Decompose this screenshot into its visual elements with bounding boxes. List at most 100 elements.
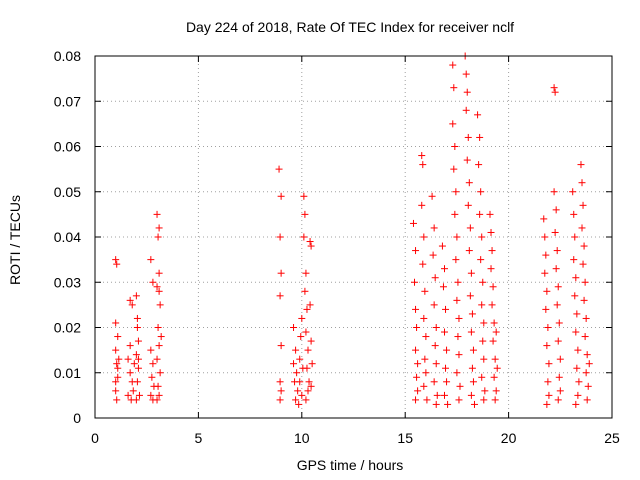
data-point bbox=[488, 247, 496, 255]
data-point bbox=[157, 333, 165, 341]
data-point bbox=[543, 342, 551, 350]
data-point bbox=[419, 161, 427, 169]
data-point bbox=[583, 396, 591, 404]
data-point bbox=[153, 210, 161, 218]
data-point bbox=[467, 391, 475, 399]
data-point bbox=[452, 256, 460, 264]
data-point bbox=[581, 333, 589, 341]
chart-title: Day 224 of 2018, Rate Of TEC Index for r… bbox=[186, 19, 514, 35]
data-point bbox=[488, 301, 496, 309]
data-point bbox=[413, 373, 421, 381]
data-point bbox=[573, 310, 581, 318]
data-point bbox=[148, 373, 156, 381]
data-point bbox=[156, 301, 164, 309]
data-point bbox=[307, 242, 315, 250]
data-point bbox=[112, 346, 120, 354]
data-point bbox=[452, 188, 460, 196]
data-point bbox=[112, 256, 120, 264]
data-point bbox=[433, 391, 441, 399]
data-point bbox=[414, 360, 422, 368]
data-point bbox=[574, 346, 582, 354]
data-point bbox=[155, 224, 163, 232]
data-point bbox=[542, 251, 550, 259]
data-point bbox=[432, 324, 440, 331]
data-point bbox=[421, 287, 429, 295]
data-point bbox=[487, 265, 495, 273]
data-point bbox=[412, 247, 420, 255]
data-point bbox=[463, 88, 471, 96]
data-point bbox=[490, 319, 498, 327]
data-point bbox=[155, 269, 163, 277]
x-tick-labels: 0 5 10 15 20 25 bbox=[91, 430, 620, 446]
data-point bbox=[304, 346, 312, 354]
x-tick-label: 5 bbox=[195, 430, 203, 446]
data-point bbox=[468, 310, 476, 318]
data-point bbox=[464, 201, 472, 209]
data-point bbox=[462, 70, 470, 78]
y-tick-label: 0.07 bbox=[54, 93, 81, 109]
data-point bbox=[555, 319, 563, 327]
data-point bbox=[543, 287, 551, 295]
data-point bbox=[155, 287, 163, 295]
data-point bbox=[276, 233, 284, 241]
data-point bbox=[580, 296, 588, 304]
data-point bbox=[479, 278, 487, 286]
data-point bbox=[296, 378, 304, 386]
data-point bbox=[155, 342, 163, 350]
data-point bbox=[420, 233, 428, 241]
data-point bbox=[453, 233, 461, 241]
data-point bbox=[466, 292, 474, 300]
y-tick-label: 0.06 bbox=[54, 139, 81, 155]
data-point bbox=[453, 369, 461, 377]
data-point bbox=[540, 215, 548, 223]
data-point bbox=[133, 324, 141, 331]
data-point bbox=[293, 369, 301, 377]
data-point bbox=[301, 287, 309, 295]
data-point bbox=[477, 256, 485, 264]
data-point bbox=[478, 373, 486, 381]
data-point bbox=[307, 337, 315, 345]
data-point bbox=[277, 342, 285, 350]
axis-ticks bbox=[94, 55, 613, 419]
data-point bbox=[573, 364, 581, 372]
data-point bbox=[114, 373, 122, 381]
data-point bbox=[553, 301, 561, 309]
data-point bbox=[574, 391, 582, 399]
data-point bbox=[477, 188, 485, 196]
data-point bbox=[124, 391, 132, 399]
data-point bbox=[581, 278, 589, 286]
data-point bbox=[451, 143, 459, 150]
data-point bbox=[149, 360, 157, 368]
data-point bbox=[418, 152, 426, 160]
data-point bbox=[422, 369, 430, 377]
data-point bbox=[303, 305, 311, 313]
data-point bbox=[153, 355, 161, 363]
data-point bbox=[467, 269, 475, 277]
data-point bbox=[578, 179, 586, 187]
data-point bbox=[554, 396, 562, 404]
data-point bbox=[570, 256, 578, 264]
data-point bbox=[479, 337, 487, 345]
data-point bbox=[584, 382, 592, 390]
data-point bbox=[449, 120, 457, 128]
y-axis-label: ROTI / TECUs bbox=[7, 195, 23, 285]
data-point bbox=[129, 387, 137, 395]
data-point bbox=[463, 156, 471, 164]
data-point bbox=[156, 369, 164, 377]
data-point bbox=[147, 346, 155, 354]
data-point bbox=[455, 351, 463, 359]
data-point bbox=[442, 305, 450, 313]
data-point bbox=[478, 233, 486, 241]
y-tick-label: 0.01 bbox=[54, 365, 81, 381]
data-point bbox=[444, 400, 452, 408]
data-point bbox=[153, 283, 161, 291]
data-point bbox=[430, 224, 438, 232]
data-point bbox=[555, 373, 563, 381]
x-tick-label: 0 bbox=[91, 430, 99, 446]
data-point bbox=[303, 364, 311, 372]
data-point bbox=[544, 378, 552, 386]
data-point bbox=[276, 396, 284, 404]
data-point bbox=[480, 355, 488, 363]
data-point bbox=[298, 314, 306, 322]
